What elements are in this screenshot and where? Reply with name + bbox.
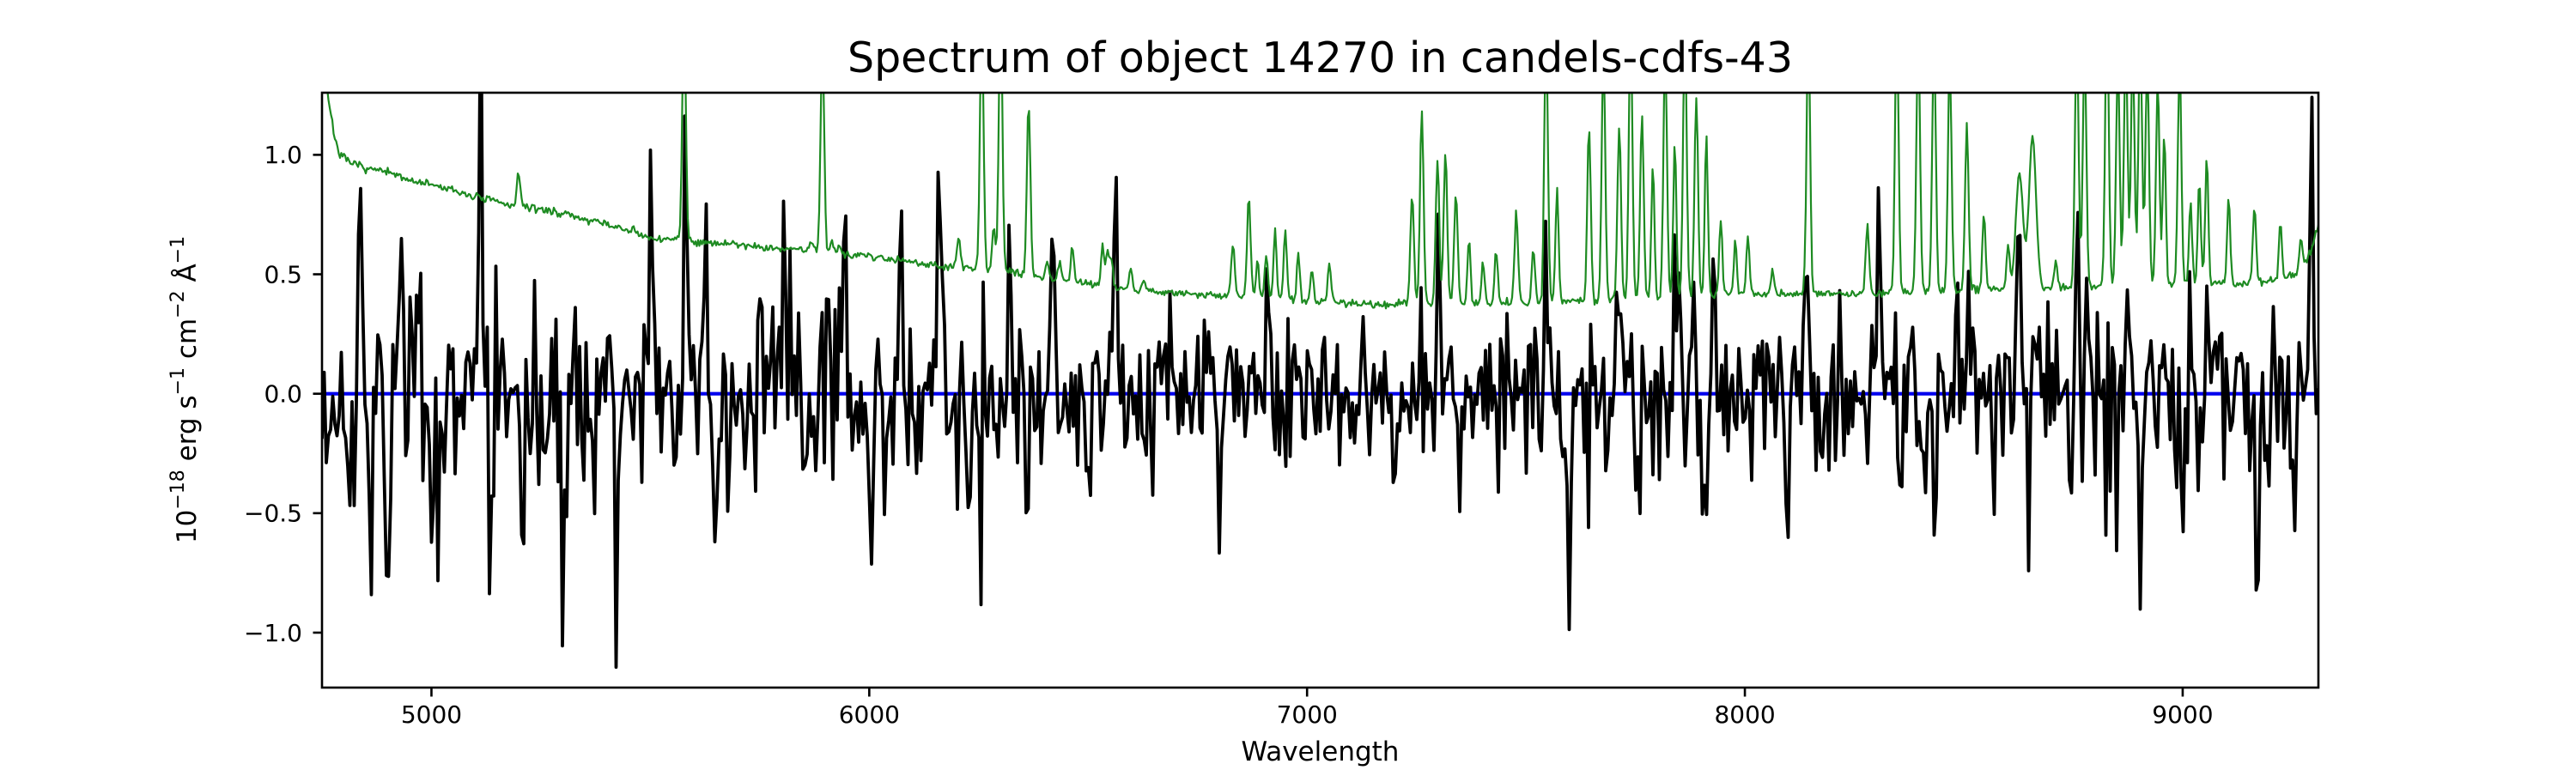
data-layer xyxy=(322,93,2318,670)
chart-title: Spectrum of object 14270 in candels-cdfs… xyxy=(848,33,1793,82)
axes-spines xyxy=(320,91,2320,689)
x-tick-label: 7000 xyxy=(1277,700,1338,729)
x-tick-marks xyxy=(430,688,2184,697)
y-tick-marks xyxy=(313,154,322,634)
x-tick-label: 8000 xyxy=(1714,700,1775,729)
y-tick-label: 1.0 xyxy=(264,141,302,169)
flux-spectrum-line xyxy=(322,93,2318,670)
y-tick-label: 0.0 xyxy=(264,379,302,408)
noise-spectrum-line xyxy=(326,93,2318,310)
x-tick-label: 9000 xyxy=(2152,700,2213,729)
x-tick-label: 6000 xyxy=(839,700,900,729)
y-axis-title: 10−18​ erg s−1​ cm−2​ Å−1​ xyxy=(167,236,203,543)
y-tick-label: −0.5 xyxy=(244,500,302,528)
x-tick-label: 5000 xyxy=(401,700,462,729)
y-tick-label: −1.0 xyxy=(244,619,302,647)
x-tick-labels: 5000 6000 7000 8000 9000 xyxy=(401,700,2214,729)
y-tick-label: 0.5 xyxy=(264,260,302,288)
x-axis-title: Wavelength xyxy=(1242,737,1400,767)
y-tick-labels: 1.0 0.5 0.0 −0.5 −1.0 xyxy=(244,141,302,647)
